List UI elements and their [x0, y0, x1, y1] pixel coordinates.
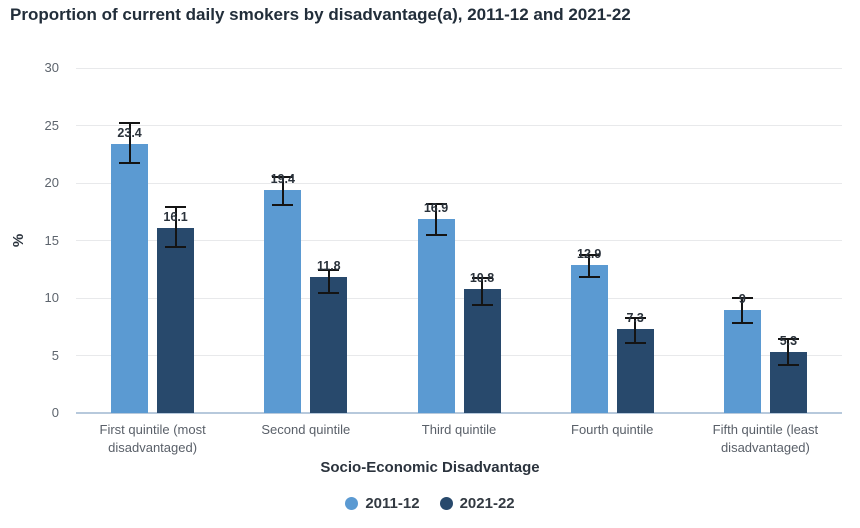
- bar-value-label: 5.3: [779, 334, 798, 349]
- bar-rect: [157, 227, 195, 413]
- error-cap-bottom: [731, 322, 753, 325]
- error-cap-top: [624, 316, 646, 319]
- bar-value-label: 19.4: [270, 171, 295, 186]
- error-cap-bottom: [119, 162, 141, 165]
- legend-item-2011-12: 2011-12: [345, 495, 420, 512]
- error-bar: [634, 317, 637, 343]
- error-cap-top: [119, 122, 141, 125]
- error-cap-bottom: [624, 341, 646, 344]
- y-axis-ticks: 0 5 10 15 20 25 30: [0, 60, 68, 420]
- bar-rect: [570, 264, 608, 413]
- error-cap-bottom: [318, 292, 340, 295]
- error-bar: [787, 339, 790, 365]
- bar-2011-12-4: 12.9: [570, 68, 608, 413]
- x-tick-label: First quintile (most disadvantaged): [99, 422, 206, 455]
- bar-2021-22-1: 16.1: [157, 68, 195, 413]
- gridline: [76, 297, 842, 299]
- error-bar: [588, 255, 591, 278]
- bar-group-2: 19.4 11.8: [229, 68, 382, 413]
- error-cap-bottom: [165, 246, 187, 249]
- x-tick-label: Second quintile: [261, 422, 351, 437]
- bar-rect: [264, 189, 302, 413]
- error-cap-top: [777, 338, 799, 341]
- y-tick-label: 20: [44, 175, 59, 190]
- gridline: [76, 67, 842, 69]
- error-bar: [741, 298, 744, 324]
- bar-2021-22-4: 7.3: [616, 68, 654, 413]
- chart-title: Proportion of current daily smokers by d…: [10, 5, 631, 24]
- y-tick-label: 5: [51, 347, 59, 363]
- bar-rect: [417, 218, 455, 413]
- bar-rect: [723, 309, 761, 413]
- legend-swatch-icon: [439, 497, 453, 510]
- error-cap-top: [578, 254, 600, 257]
- error-bar: [128, 123, 131, 164]
- bar-value-label: 9: [738, 291, 746, 306]
- bar-rect: [310, 277, 348, 413]
- error-cap-bottom: [471, 303, 493, 306]
- bar-value-label: 7.3: [626, 311, 644, 326]
- y-tick-label: 25: [44, 117, 59, 133]
- error-cap-top: [165, 206, 187, 209]
- error-bar: [435, 203, 437, 235]
- error-cap-bottom: [425, 233, 447, 236]
- legend-label: 2021-22: [459, 495, 515, 512]
- gridline: [76, 240, 842, 241]
- bar-value-label: 11.8: [316, 259, 341, 274]
- error-cap-bottom: [578, 276, 600, 279]
- error-bar: [327, 270, 330, 294]
- bar-value-label: 23.4: [117, 125, 142, 140]
- error-cap-top: [318, 269, 340, 272]
- y-tick-label: 30: [44, 60, 59, 75]
- error-bar: [281, 177, 284, 205]
- bar-group-4: 12.9 7.3: [536, 68, 689, 413]
- bar-value-label: 12.9: [577, 246, 602, 261]
- bar-value-label: 16.1: [163, 209, 188, 224]
- error-bar: [174, 207, 177, 248]
- error-bar: [481, 278, 483, 305]
- bar-group-5: 9 5.3: [689, 68, 842, 413]
- bar-2021-22-3: 10.8: [463, 68, 501, 413]
- x-tick-label: Fifth quintile (least disadvantaged): [712, 422, 819, 455]
- gridlines: [76, 67, 842, 414]
- bar-2011-12-2: 19.4: [264, 68, 302, 413]
- bar-2021-22-5: 5.3: [769, 68, 807, 413]
- y-tick-label: 15: [44, 232, 59, 248]
- bar-2011-12-3: 16.9: [417, 68, 455, 413]
- bar-group-3: 16.9 10.8: [382, 68, 535, 413]
- bar-rect: [463, 288, 501, 413]
- legend: 2011-12 2021-22: [0, 495, 860, 512]
- bar-groups: 23.4 16.1 19.4 11.8 16.9 10.8 12.9 7.3 9 5.3: [76, 68, 842, 413]
- bar-value-label: 10.8: [469, 270, 495, 285]
- error-cap-bottom: [777, 363, 799, 366]
- plot-area: 23.4 16.1 19.4 11.8 16.9 10.8 12.9 7.3 9 5.3: [76, 67, 842, 414]
- error-cap-top: [425, 202, 447, 205]
- legend-label: 2011-12: [365, 495, 420, 512]
- bar-2011-12-1: 23.4: [111, 68, 149, 413]
- gridline: [76, 125, 842, 126]
- gridline: [76, 182, 842, 184]
- gridline: [76, 355, 842, 356]
- x-axis-title: Socio-Economic Disadvantage: [320, 459, 540, 476]
- legend-swatch-icon: [345, 497, 359, 510]
- bar-2011-12-5: 9: [723, 68, 761, 413]
- bar-2021-22-2: 11.8: [310, 68, 348, 413]
- error-cap-bottom: [272, 203, 294, 206]
- error-cap-top: [272, 176, 294, 179]
- bar-group-1: 23.4 16.1: [76, 68, 229, 413]
- x-axis-line: [76, 412, 842, 414]
- legend-item-2021-22: 2021-22: [439, 495, 515, 512]
- error-cap-top: [731, 297, 753, 299]
- x-tick-label: Third quintile: [421, 422, 497, 437]
- y-tick-label: 10: [44, 290, 59, 305]
- error-cap-top: [471, 277, 493, 280]
- x-axis-ticks: First quintile (most disadvantaged) Secon…: [76, 421, 842, 456]
- x-tick-label: Fourth quintile: [571, 422, 654, 437]
- y-tick-label: 0: [51, 405, 59, 420]
- bar-value-label: 16.9: [423, 200, 449, 215]
- bar-rect: [111, 143, 149, 413]
